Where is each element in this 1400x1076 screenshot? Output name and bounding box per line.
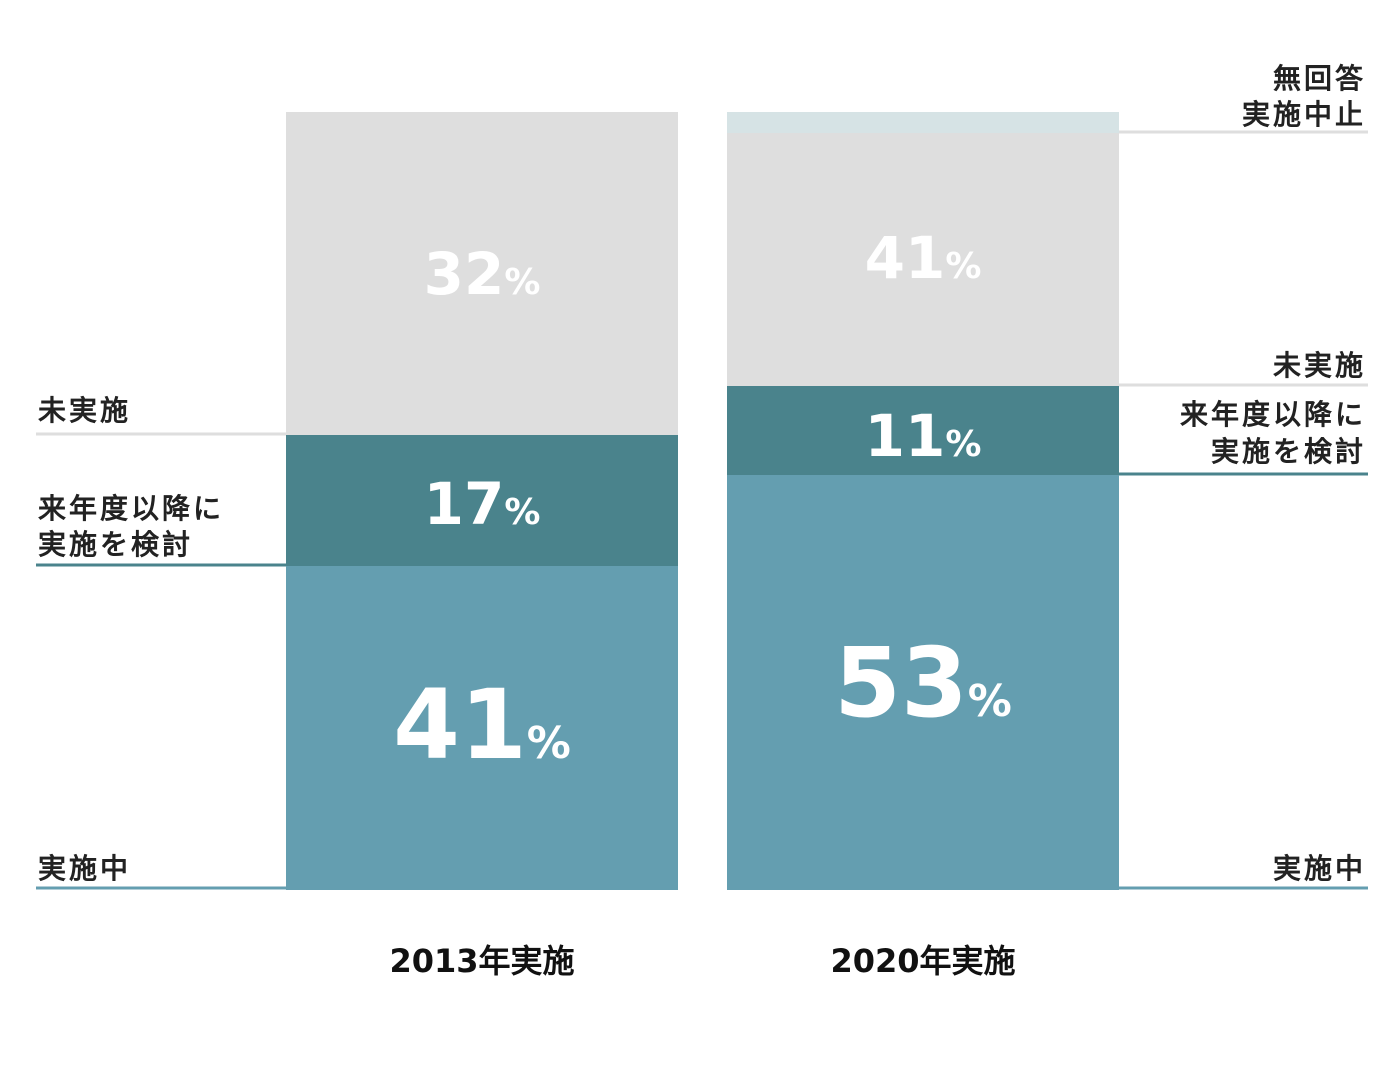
x-tick-label-2013: 2013年実施 [389, 942, 574, 980]
pct-label-2013-kentou: 17% [424, 470, 541, 538]
right-label-kentou-line1: 来年度以降に [1180, 398, 1366, 431]
left-label-jisshichu: 実施中 [38, 852, 131, 885]
pct-label-2020-mijisshi: 41% [865, 224, 982, 292]
bar-2020-mukaitou [727, 112, 1119, 133]
pct-label-2020-jisshichu: 53% [834, 627, 1012, 739]
bar-2013-kentou [286, 435, 678, 566]
right-label-mukaitou-line1: 無回答 [1273, 62, 1366, 95]
x-tick-label-2020: 2020年実施 [830, 942, 1015, 980]
bar-2020-kentou [727, 386, 1119, 475]
pct-label-2013-mijisshi: 32% [424, 240, 541, 308]
right-label-mijisshi: 未実施 [1273, 349, 1366, 382]
right-label-mukaitou-line2: 実施中止 [1242, 98, 1366, 131]
left-label-kentou-line2: 実施を検討 [38, 528, 193, 561]
bar-2013-jisshichu [286, 566, 678, 890]
right-label-kentou-line2: 実施を検討 [1211, 435, 1366, 468]
left-label-mijisshi: 未実施 [38, 394, 131, 427]
pct-label-2013-jisshichu: 41% [393, 669, 571, 781]
pct-label-2020-kentou: 11% [865, 402, 982, 470]
left-label-kentou-line1: 来年度以降に [38, 492, 224, 525]
bar-2020-jisshichu [727, 475, 1119, 890]
right-label-jisshichu: 実施中 [1273, 852, 1366, 885]
bar-2013-mijisshi [286, 112, 678, 435]
bar-2020-mijisshi [727, 133, 1119, 386]
